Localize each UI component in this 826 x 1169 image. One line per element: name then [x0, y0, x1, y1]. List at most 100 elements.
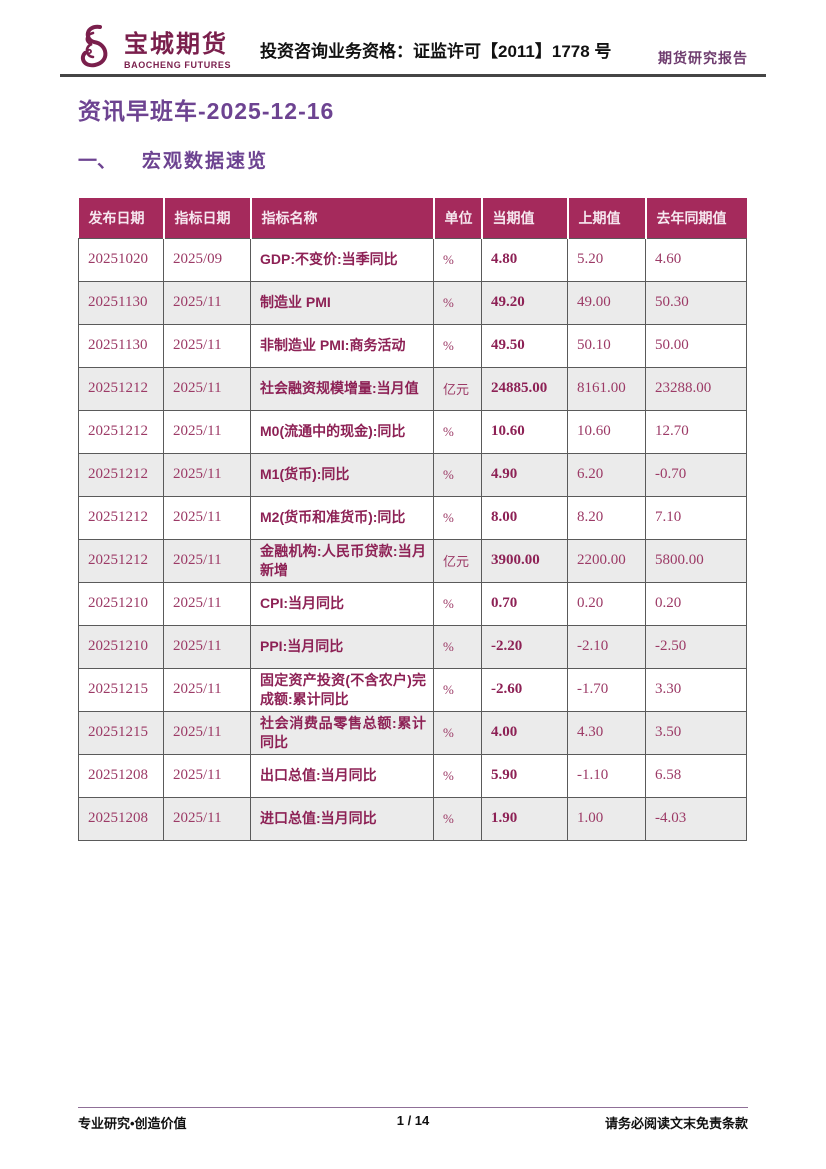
previous-value: 5.20: [567, 237, 646, 282]
unit: %: [433, 624, 482, 669]
unit: %: [433, 409, 482, 454]
current-value: 10.60: [481, 409, 568, 454]
indicator-date: 2025/11: [163, 366, 251, 411]
table-row: 20251215 2025/11 社会消费品零售总额:累计同比% 4.00 4.30 3.…: [78, 710, 747, 755]
publish-date: 20251215: [78, 710, 164, 755]
section-title: 宏观数据速览: [142, 151, 269, 172]
indicator-name: 固定资产投资(不含农户)完成额:累计同比: [250, 667, 434, 712]
unit: 亿元: [433, 366, 482, 411]
unit: %: [433, 452, 482, 497]
publish-date: 20251212: [78, 409, 164, 454]
year-ago-value: 6.58: [645, 753, 747, 798]
indicator-date: 2025/11: [163, 452, 251, 497]
year-ago-value: 0.20: [645, 581, 747, 626]
previous-value: 49.00: [567, 280, 646, 325]
table-row: 20251130 2025/11 制造业 PMI% 49.20 49.00 50.30: [78, 280, 747, 325]
indicator-date: 2025/11: [163, 624, 251, 669]
indicator-name: CPI:当月同比: [250, 581, 434, 626]
page-title: 资讯早班车-2025-12-16: [78, 98, 335, 124]
previous-value: 0.20: [567, 581, 646, 626]
table-row: 20251215 2025/11 固定资产投资(不含农户)完成额:累计同比% -2.6…: [78, 667, 747, 712]
indicator-name: 社会融资规模增量:当月值: [250, 366, 434, 411]
table-row: 20251212 2025/11 M1(货币):同比% 4.90 6.20 -0.70: [78, 452, 747, 497]
year-ago-value: 3.30: [645, 667, 747, 712]
table-row: 20251020 2025/09 GDP:不变价:当季同比% 4.80 5.20 4.60: [78, 237, 747, 282]
baocheng-logo-icon: [80, 24, 108, 68]
column-header-previous-value: 上期值: [566, 198, 646, 238]
footer-slogan: 专业研究•创造价值: [78, 1116, 187, 1131]
publish-date: 20251130: [78, 323, 164, 368]
unit: %: [433, 581, 482, 626]
previous-value: -1.10: [567, 753, 646, 798]
page-number: 1 / 14: [396, 1113, 430, 1128]
indicator-name: PPI:当月同比: [250, 624, 434, 669]
indicator-date: 2025/11: [163, 667, 251, 712]
table-row: 20251212 2025/11 金融机构:人民币贷款:当月新增 亿元 3900.00 2…: [78, 538, 747, 583]
previous-value: 50.10: [567, 323, 646, 368]
indicator-date: 2025/11: [163, 409, 251, 454]
unit: %: [433, 796, 482, 841]
indicator-date: 2025/11: [163, 538, 251, 583]
current-value: 5.90: [481, 753, 568, 798]
publish-date: 20251212: [78, 366, 164, 411]
footer-divider: [78, 1107, 748, 1108]
previous-value: 2200.00: [567, 538, 646, 583]
year-ago-value: 7.10: [645, 495, 747, 540]
indicator-date: 2025/11: [163, 753, 251, 798]
publish-date: 20251208: [78, 796, 164, 841]
table-row: 20251212 2025/11 M2(货币和准货币):同比% 8.00 8.20 7.1…: [78, 495, 747, 540]
indicator-name: 非制造业 PMI:商务活动: [250, 323, 434, 368]
indicator-name: M1(货币):同比: [250, 452, 434, 497]
previous-value: -2.10: [567, 624, 646, 669]
column-header-publish-date: 发布日期: [78, 198, 164, 238]
current-value: 4.80: [481, 237, 568, 282]
current-value: -2.20: [481, 624, 568, 669]
current-value: 49.20: [481, 280, 568, 325]
table-row: 20251208 2025/11 出口总值:当月同比% 5.90 -1.10 6.58: [78, 753, 747, 798]
year-ago-value: 4.60: [645, 237, 747, 282]
current-value: 4.00: [481, 710, 568, 755]
column-header-indicator-date: 指标日期: [162, 198, 251, 238]
publish-date: 20251212: [78, 538, 164, 583]
logo-english-name: BAOCHENG FUTURES: [124, 60, 232, 70]
publish-date: 20251215: [78, 667, 164, 712]
current-value: 49.50: [481, 323, 568, 368]
indicator-name: M2(货币和准货币):同比: [250, 495, 434, 540]
year-ago-value: -2.50: [645, 624, 747, 669]
table-row: 20251212 2025/11 社会融资规模增量:当月值 亿元 24885.00 816…: [78, 366, 747, 411]
indicator-name: 出口总值:当月同比: [250, 753, 434, 798]
section-index: 一、: [78, 151, 117, 172]
section-heading: 一、 宏观数据速览: [78, 146, 268, 173]
macro-data-table: 发布日期 指标日期 指标名称 单位 当期值 上期值 去年同期值 20251020 2025/0…: [78, 198, 747, 841]
column-header-unit: 单位: [432, 198, 482, 238]
company-logo: 宝城期货 BAOCHENG FUTURES: [76, 22, 231, 72]
publish-date: 20251130: [78, 280, 164, 325]
table-row: 20251210 2025/11 PPI:当月同比% -2.20 -2.10 -2.50: [78, 624, 747, 669]
indicator-name: 进口总值:当月同比: [250, 796, 434, 841]
year-ago-value: 3.50: [645, 710, 747, 755]
current-value: 3900.00: [481, 538, 568, 583]
year-ago-value: -0.70: [645, 452, 747, 497]
unit: 亿元: [433, 538, 482, 583]
previous-value: 8.20: [567, 495, 646, 540]
indicator-date: 2025/09: [163, 237, 251, 282]
indicator-name: GDP:不变价:当季同比: [250, 237, 434, 282]
logo-chinese-name: 宝城期货: [124, 32, 228, 58]
current-value: 0.70: [481, 581, 568, 626]
previous-value: 10.60: [567, 409, 646, 454]
column-header-current-value: 当期值: [480, 198, 568, 238]
indicator-name: M0(流通中的现金):同比: [250, 409, 434, 454]
current-value: 8.00: [481, 495, 568, 540]
current-value: 4.90: [481, 452, 568, 497]
indicator-date: 2025/11: [163, 280, 251, 325]
header-divider: [60, 74, 766, 77]
year-ago-value: 12.70: [645, 409, 747, 454]
table-row: 20251212 2025/11 M0(流通中的现金):同比% 10.60 10.60 1…: [78, 409, 747, 454]
indicator-name: 金融机构:人民币贷款:当月新增: [250, 538, 434, 583]
indicator-name: 制造业 PMI: [250, 280, 434, 325]
publish-date: 20251208: [78, 753, 164, 798]
indicator-date: 2025/11: [163, 796, 251, 841]
table-row: 20251210 2025/11 CPI:当月同比% 0.70 0.20 0.20: [78, 581, 747, 626]
unit: %: [433, 753, 482, 798]
indicator-name: 社会消费品零售总额:累计同比: [250, 710, 434, 755]
